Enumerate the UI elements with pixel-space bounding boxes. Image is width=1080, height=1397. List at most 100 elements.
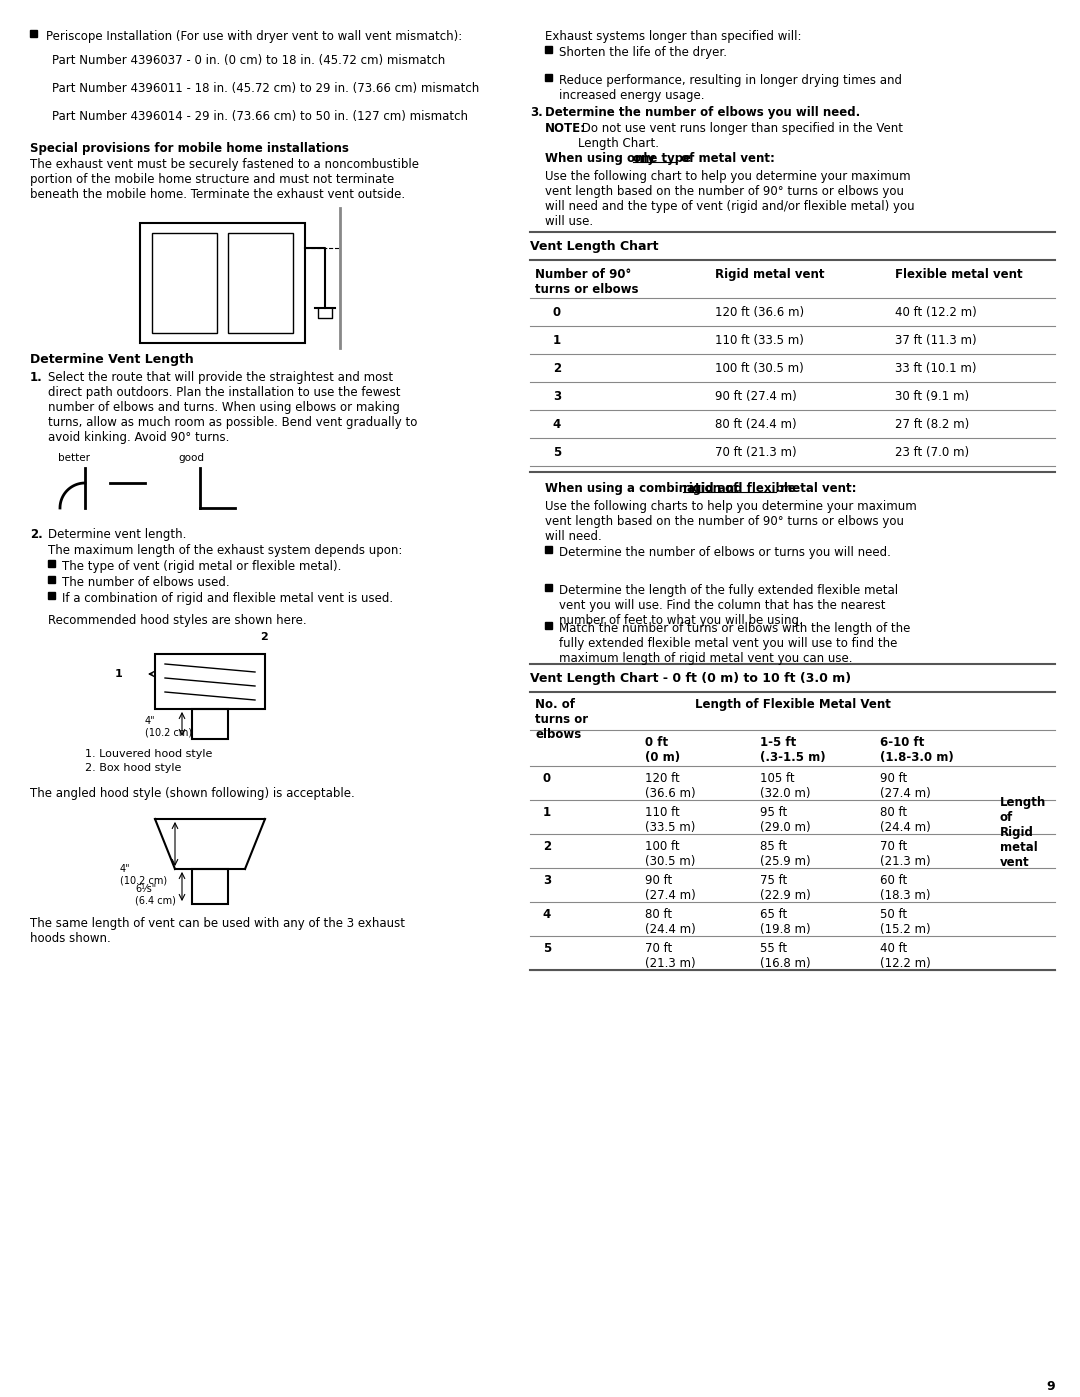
Text: Match the number of turns or elbows with the length of the
fully extended flexib: Match the number of turns or elbows with… <box>559 622 910 665</box>
Bar <box>545 546 552 553</box>
Text: 55 ft
(16.8 m): 55 ft (16.8 m) <box>760 942 811 970</box>
Text: 5: 5 <box>553 446 562 460</box>
Text: 2.: 2. <box>30 528 43 541</box>
Text: 70 ft
(21.3 m): 70 ft (21.3 m) <box>645 942 696 970</box>
Text: The type of vent (rigid metal or flexible metal).: The type of vent (rigid metal or flexibl… <box>62 560 341 573</box>
Text: 1.: 1. <box>30 372 43 384</box>
Text: 27 ft (8.2 m): 27 ft (8.2 m) <box>895 418 969 432</box>
Text: When using only: When using only <box>545 152 659 165</box>
Text: Vent Length Chart: Vent Length Chart <box>530 240 659 253</box>
Text: Vent Length Chart - 0 ft (0 m) to 10 ft (3.0 m): Vent Length Chart - 0 ft (0 m) to 10 ft … <box>530 672 851 685</box>
Text: The number of elbows used.: The number of elbows used. <box>62 576 230 590</box>
Text: 75 ft
(22.9 m): 75 ft (22.9 m) <box>760 875 811 902</box>
Text: 40 ft
(12.2 m): 40 ft (12.2 m) <box>880 942 931 970</box>
Text: The maximum length of the exhaust system depends upon:: The maximum length of the exhaust system… <box>48 543 403 557</box>
Text: better: better <box>58 453 90 462</box>
Text: rigid and flexible: rigid and flexible <box>683 482 796 495</box>
Text: 85 ft
(25.9 m): 85 ft (25.9 m) <box>760 840 811 868</box>
Text: Reduce performance, resulting in longer drying times and
increased energy usage.: Reduce performance, resulting in longer … <box>559 74 902 102</box>
Text: Do not use vent runs longer than specified in the Vent
Length Chart.: Do not use vent runs longer than specifi… <box>578 122 903 149</box>
Text: 2: 2 <box>553 362 562 374</box>
Text: 0: 0 <box>543 773 551 785</box>
Text: Determine the number of elbows or turns you will need.: Determine the number of elbows or turns … <box>559 546 891 559</box>
Text: 70 ft
(21.3 m): 70 ft (21.3 m) <box>880 840 931 868</box>
Text: If a combination of rigid and flexible metal vent is used.: If a combination of rigid and flexible m… <box>62 592 393 605</box>
Text: When using a combination of: When using a combination of <box>545 482 743 495</box>
Text: The angled hood style (shown following) is acceptable.: The angled hood style (shown following) … <box>30 787 354 800</box>
Text: one type: one type <box>633 152 691 165</box>
Text: Part Number 4396011 - 18 in. (45.72 cm) to 29 in. (73.66 cm) mismatch: Part Number 4396011 - 18 in. (45.72 cm) … <box>52 82 480 95</box>
Text: 9: 9 <box>1047 1380 1055 1393</box>
Text: Part Number 4396014 - 29 in. (73.66 cm) to 50 in. (127 cm) mismatch: Part Number 4396014 - 29 in. (73.66 cm) … <box>52 110 468 123</box>
Text: 3.: 3. <box>530 106 543 119</box>
Text: Determine the length of the fully extended flexible metal
vent you will use. Fin: Determine the length of the fully extend… <box>559 584 899 627</box>
Text: Determine Vent Length: Determine Vent Length <box>30 353 193 366</box>
Text: 4: 4 <box>553 418 562 432</box>
Text: 6-10 ft
(1.8-3.0 m): 6-10 ft (1.8-3.0 m) <box>880 736 954 764</box>
Text: 23 ft (7.0 m): 23 ft (7.0 m) <box>895 446 969 460</box>
Text: 60 ft
(18.3 m): 60 ft (18.3 m) <box>880 875 931 902</box>
Text: No. of
turns or
elbows: No. of turns or elbows <box>535 698 589 740</box>
Text: Length
of
Rigid
metal
vent: Length of Rigid metal vent <box>1000 796 1047 869</box>
Bar <box>545 584 552 591</box>
Text: Shorten the life of the dryer.: Shorten the life of the dryer. <box>559 46 727 59</box>
Text: 90 ft (27.4 m): 90 ft (27.4 m) <box>715 390 797 402</box>
Text: NOTE:: NOTE: <box>545 122 586 136</box>
Bar <box>545 622 552 629</box>
Bar <box>228 233 293 332</box>
Text: 4"
(10.2 cm): 4" (10.2 cm) <box>120 863 167 886</box>
Text: Periscope Installation (For use with dryer vent to wall vent mismatch):: Periscope Installation (For use with dry… <box>46 29 462 43</box>
Bar <box>48 592 55 599</box>
Text: 105 ft
(32.0 m): 105 ft (32.0 m) <box>760 773 810 800</box>
Text: 110 ft
(33.5 m): 110 ft (33.5 m) <box>645 806 696 834</box>
Text: 100 ft (30.5 m): 100 ft (30.5 m) <box>715 362 804 374</box>
Text: 50 ft
(15.2 m): 50 ft (15.2 m) <box>880 908 931 936</box>
Text: Length of Flexible Metal Vent: Length of Flexible Metal Vent <box>696 698 891 711</box>
Text: 80 ft
(24.4 m): 80 ft (24.4 m) <box>880 806 931 834</box>
Text: Select the route that will provide the straightest and most
direct path outdoors: Select the route that will provide the s… <box>48 372 417 444</box>
Text: Special provisions for mobile home installations: Special provisions for mobile home insta… <box>30 142 349 155</box>
Text: 4"
(10.2 cm): 4" (10.2 cm) <box>145 717 192 738</box>
Bar <box>152 233 217 332</box>
Text: Use the following chart to help you determine your maximum
vent length based on : Use the following chart to help you dete… <box>545 170 915 228</box>
Text: Number of 90°
turns or elbows: Number of 90° turns or elbows <box>535 268 638 296</box>
Text: 3: 3 <box>543 875 551 887</box>
Bar <box>192 869 228 904</box>
Text: 0 ft
(0 m): 0 ft (0 m) <box>645 736 680 764</box>
Text: 6⅟s"
(6.4 cm): 6⅟s" (6.4 cm) <box>135 884 176 905</box>
Text: 80 ft (24.4 m): 80 ft (24.4 m) <box>715 418 797 432</box>
Text: The same length of vent can be used with any of the 3 exhaust
hoods shown.: The same length of vent can be used with… <box>30 916 405 944</box>
Bar <box>48 576 55 583</box>
Text: 1: 1 <box>114 669 123 679</box>
Text: 30 ft (9.1 m): 30 ft (9.1 m) <box>895 390 969 402</box>
Text: 37 ft (11.3 m): 37 ft (11.3 m) <box>895 334 976 346</box>
Bar <box>48 560 55 567</box>
Text: Recommended hood styles are shown here.: Recommended hood styles are shown here. <box>48 615 307 627</box>
Text: 1: 1 <box>553 334 562 346</box>
Text: Exhaust systems longer than specified will:: Exhaust systems longer than specified wi… <box>545 29 801 43</box>
Text: 3: 3 <box>553 390 562 402</box>
Text: 2: 2 <box>543 840 551 854</box>
Bar <box>30 29 37 36</box>
Bar <box>140 224 305 344</box>
Text: 2. Box hood style: 2. Box hood style <box>85 763 181 773</box>
Text: 1: 1 <box>543 806 551 819</box>
Text: 1. Louvered hood style: 1. Louvered hood style <box>85 749 213 759</box>
Text: 2: 2 <box>260 631 268 643</box>
Text: 5: 5 <box>543 942 551 956</box>
Text: The exhaust vent must be securely fastened to a noncombustible
portion of the mo: The exhaust vent must be securely fasten… <box>30 158 419 201</box>
Text: Flexible metal vent: Flexible metal vent <box>895 268 1023 281</box>
Text: 90 ft
(27.4 m): 90 ft (27.4 m) <box>645 875 696 902</box>
Text: Rigid metal vent: Rigid metal vent <box>715 268 824 281</box>
Text: 0: 0 <box>553 306 562 319</box>
Text: 4: 4 <box>543 908 551 921</box>
Bar <box>156 654 265 710</box>
Text: 90 ft
(27.4 m): 90 ft (27.4 m) <box>880 773 931 800</box>
Text: 100 ft
(30.5 m): 100 ft (30.5 m) <box>645 840 696 868</box>
Text: 40 ft (12.2 m): 40 ft (12.2 m) <box>895 306 976 319</box>
Text: 65 ft
(19.8 m): 65 ft (19.8 m) <box>760 908 811 936</box>
Text: Use the following charts to help you determine your maximum
vent length based on: Use the following charts to help you det… <box>545 500 917 543</box>
Text: 33 ft (10.1 m): 33 ft (10.1 m) <box>895 362 976 374</box>
Bar <box>545 74 552 81</box>
Text: 70 ft (21.3 m): 70 ft (21.3 m) <box>715 446 797 460</box>
